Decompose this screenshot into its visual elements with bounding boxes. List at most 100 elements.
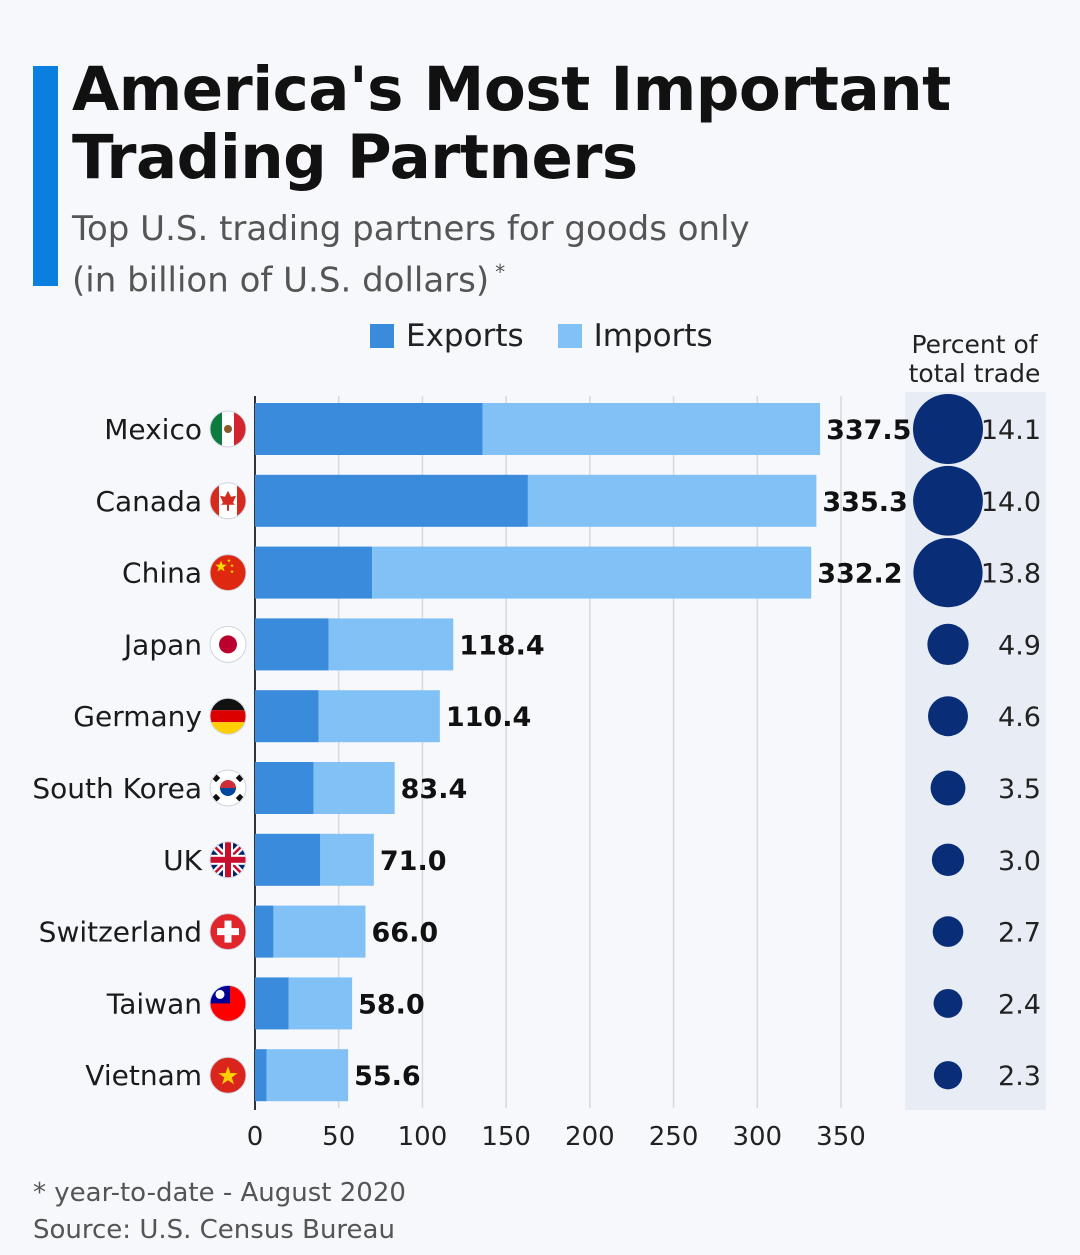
percent-header-line2: total trade [908,359,1041,388]
bar-value-label: 118.4 [459,630,544,661]
bar-imports-0 [482,403,821,455]
canada-flag-icon [209,482,247,520]
japan-flag-icon [209,625,247,663]
bar-imports-7 [273,905,366,958]
category-label: Vietnam [85,1059,202,1092]
percent-column-header: Percent of total trade [892,330,1057,388]
percent-bubble [913,537,983,608]
percent-value-label: 3.5 [998,774,1041,805]
percent-value-label: 3.0 [998,846,1041,877]
x-tick-label: 50 [322,1122,355,1152]
percent-value-label: 4.6 [998,702,1041,733]
title-accent-bar [33,66,58,286]
category-label: Japan [122,628,202,661]
category-label: South Korea [32,772,202,805]
percent-value-label: 13.8 [981,559,1041,590]
bar-exports-4 [255,690,319,743]
bar-imports-4 [318,690,440,743]
percent-value-label: 2.7 [998,918,1041,949]
bar-imports-3 [328,618,454,671]
percent-value-label: 14.0 [981,487,1041,518]
legend-item-imports: Imports [557,318,713,354]
percent-bubble [933,988,963,1018]
bar-exports-0 [255,403,483,455]
percent-bubble [931,843,965,876]
legend-swatch-exports [370,324,394,348]
legend-item-exports: Exports [370,318,524,354]
bar-exports-7 [255,905,274,958]
bar-value-label: 332.2 [817,559,902,590]
percent-value-label: 4.9 [998,630,1041,661]
percent-header-line1: Percent of [911,330,1038,359]
bar-imports-2 [372,546,812,599]
chart-title: America's Most Important Trading Partner… [72,56,1062,192]
legend-label-exports: Exports [406,318,524,354]
percent-bubble [928,696,968,737]
south-korea-flag-icon [209,769,247,807]
percent-bubble [913,465,983,536]
footnote-block: * year-to-date - August 2020 Source: U.S… [33,1175,406,1249]
chart-legend: Exports Imports [370,318,747,354]
bar-imports-6 [320,833,374,886]
bar-exports-6 [255,833,321,886]
percent-value-label: 14.1 [981,415,1041,446]
bar-value-label: 58.0 [358,989,425,1020]
category-label: China [122,557,202,590]
bar-value-label: 337.5 [826,415,911,446]
bar-exports-2 [255,546,373,599]
percent-value-label: 2.4 [998,989,1041,1020]
x-tick-label: 250 [649,1122,699,1152]
legend-swatch-imports [557,324,582,348]
legend-label-imports: Imports [593,318,713,354]
category-label: Germany [73,700,202,733]
bar-imports-1 [527,474,817,527]
x-tick-label: 100 [398,1122,448,1152]
bar-exports-8 [255,977,289,1030]
x-tick-label: 150 [481,1122,531,1152]
chart-subtitle: Top U.S. trading partners for goods only… [72,208,1052,302]
percent-bubble [927,623,969,666]
percent-value-label: 2.3 [998,1061,1041,1092]
bar-value-label: 110.4 [446,702,531,733]
bar-exports-1 [255,474,528,527]
x-tick-label: 300 [732,1122,782,1152]
vietnam-flag-icon [209,1056,247,1094]
chart-subtitle-line2: (in billion of U.S. dollars) [72,260,490,301]
chart-title-line2: Trading Partners [72,122,638,193]
bar-exports-5 [255,762,314,814]
chart-subtitle-line1: Top U.S. trading partners for goods only [72,209,750,249]
x-tick-label: 0 [247,1122,264,1152]
china-flag-icon [209,554,247,592]
bar-value-label: 71.0 [380,846,447,877]
category-label: UK [163,844,202,877]
x-tick-label: 200 [565,1122,615,1152]
category-label: Switzerland [39,916,202,949]
percent-bubble [933,1061,963,1090]
bar-value-label: 83.4 [401,774,468,805]
category-label: Taiwan [106,987,202,1020]
bar-value-label: 335.3 [822,487,907,518]
percent-bubble [932,916,964,947]
bar-imports-9 [266,1049,349,1102]
source-text: Source: U.S. Census Bureau [33,1215,395,1245]
chart-title-line1: America's Most Important [72,54,951,125]
bar-exports-3 [255,618,329,671]
percent-bubble [930,770,966,806]
percent-bubble [913,394,983,464]
bar-exports-9 [255,1049,267,1102]
bar-imports-8 [288,977,353,1030]
uk-flag-icon [209,841,247,879]
category-label: Canada [95,485,202,518]
footnote-text: * year-to-date - August 2020 [33,1178,406,1208]
subtitle-asterisk: * [495,260,506,284]
category-label: Mexico [104,413,202,446]
x-tick-label: 350 [816,1122,866,1152]
mexico-flag-icon [209,410,247,448]
switzerland-flag-icon [209,913,247,951]
bar-value-label: 55.6 [354,1061,421,1092]
germany-flag-icon [209,697,247,735]
taiwan-flag-icon [209,984,247,1022]
bar-value-label: 66.0 [372,918,439,949]
bar-imports-5 [313,762,395,814]
